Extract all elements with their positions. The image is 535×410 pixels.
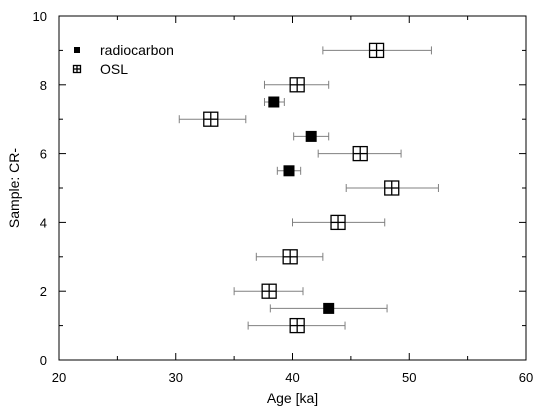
point-radiocarbon <box>305 130 317 142</box>
errorbar-layer <box>178 46 439 330</box>
x-tick-label: 30 <box>169 370 183 385</box>
y-tick-label: 10 <box>33 9 47 24</box>
legend: radiocarbon OSL <box>72 42 174 77</box>
marker-layer <box>203 42 400 334</box>
legend-osl-symbol <box>72 64 82 74</box>
point-osl <box>352 145 368 162</box>
y-tick-label: 6 <box>40 147 47 162</box>
tick-layer: 20 30 40 50 60 0 2 4 6 8 10 <box>33 9 534 385</box>
y-tick-label: 4 <box>40 215 47 230</box>
point-radiocarbon <box>283 165 295 177</box>
point-osl <box>384 180 400 196</box>
y-tick-label: 8 <box>40 78 47 93</box>
x-axis-title: Age [ka] <box>267 390 318 406</box>
x-tick-label: 40 <box>285 370 299 385</box>
point-osl <box>368 42 385 59</box>
y-axis-title: Sample: CR- <box>6 148 22 228</box>
legend-marker-osl <box>72 64 82 74</box>
point-osl <box>203 111 219 127</box>
x-tick-label: 60 <box>519 370 533 385</box>
x-tick-label: 50 <box>402 370 416 385</box>
point-radiocarbon <box>268 96 280 108</box>
point-osl <box>289 77 305 93</box>
legend-label-radiocarbon: radiocarbon <box>100 42 174 58</box>
x-tick-label: 20 <box>52 370 66 385</box>
legend-label-osl: OSL <box>100 61 128 77</box>
point-osl <box>261 283 277 299</box>
y-tick-label: 0 <box>40 353 47 368</box>
point-osl <box>330 214 346 231</box>
point-radiocarbon <box>323 302 335 314</box>
y-tick-label: 2 <box>40 284 47 299</box>
legend-marker-radiocarbon <box>74 47 80 53</box>
point-osl <box>282 249 298 265</box>
point-osl <box>289 317 305 334</box>
